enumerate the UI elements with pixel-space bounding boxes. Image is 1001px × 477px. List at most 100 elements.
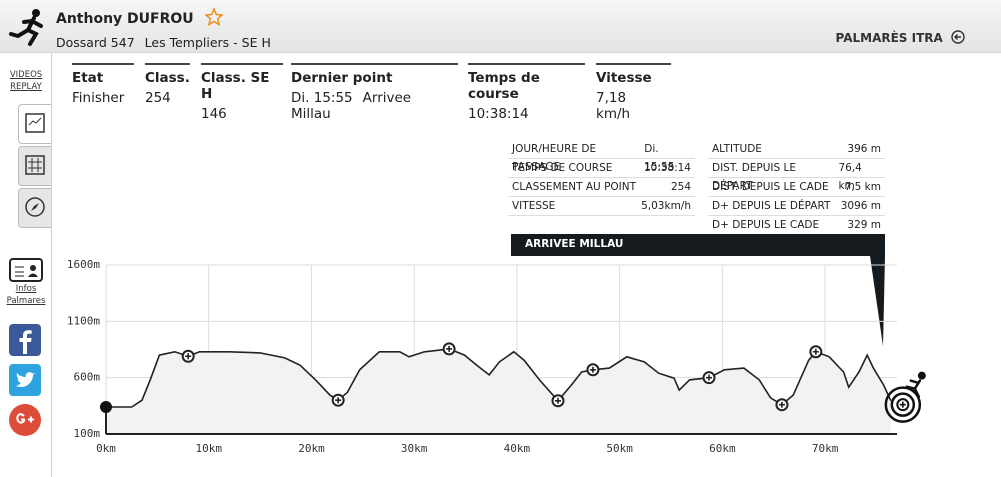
stat-label: Dernier point (291, 70, 393, 86)
start-marker (100, 400, 112, 413)
stat-label: Class. SE H (201, 70, 270, 102)
favorite-star[interactable] (203, 7, 224, 27)
tooltip-point-name: ARRIVEE MILLAU (511, 234, 885, 256)
stat-value-text: 7,18 km/h (596, 90, 631, 122)
tooltip-pointer (870, 256, 885, 346)
x-tick-label: 10km (195, 442, 222, 455)
stat-column: Class. SE H 146 (201, 63, 283, 122)
tab-map[interactable] (18, 188, 51, 228)
stat-label: Temps de course (468, 70, 540, 102)
tooltip-key: D+ DEPUIS LE CADE (712, 219, 820, 231)
stat-value: 7,18 km/h (596, 90, 671, 122)
checkpoint-cross (446, 345, 453, 352)
tooltip-value: 254 (670, 181, 691, 193)
tab-icon (25, 197, 45, 217)
tooltip-key: DIST. DEPUIS LE DÉPART (712, 162, 797, 192)
x-tick-label: 70km (812, 442, 839, 455)
checkpoint-cross (555, 397, 561, 404)
x-tick-label: 60km (709, 442, 736, 455)
tooltip-key: D+ DEPUIS LE DÉPART (712, 200, 831, 212)
tooltip-value: 396 m (847, 143, 881, 155)
bib: Dossard 547 (56, 35, 135, 50)
runner-icon (9, 9, 43, 46)
finish-ring (890, 392, 916, 417)
tooltip-value: 10:38:14 (643, 162, 691, 174)
x-tick-label: 50km (606, 442, 633, 455)
x-tick-label: 0km (96, 442, 116, 455)
x-tick-label: 40km (504, 442, 531, 455)
stat-label: Vitesse (596, 70, 652, 86)
x-tick-label: 30km (401, 442, 428, 455)
tooltip-row: CLASSEMENT AU POINT 254 (508, 178, 695, 197)
stat-value: 10:38:14 (468, 106, 585, 122)
stat-column: Dernier point Di. 15:55 Arrivee Millau (291, 63, 458, 122)
googleplus-button[interactable] (8, 403, 42, 437)
tooltip-key: CLASSEMENT AU POINT (512, 181, 637, 193)
y-tick-label: 600m (74, 371, 101, 384)
infos-icon[interactable] (9, 257, 43, 283)
y-tick-label: 1600m (67, 258, 100, 271)
infos-palmares-link[interactable]: Infos Palmares (6, 284, 46, 306)
tooltip-row: DIST. DEPUIS LE CADE 7,5 km (708, 178, 885, 197)
runner-head (917, 371, 926, 380)
stat-value: Finisher (72, 90, 134, 106)
stat-value-text: 10:38:14 (468, 106, 529, 122)
sidebar: VIDEOS REPLAY Infos Palmares (0, 53, 52, 477)
elevation-line (106, 348, 892, 408)
name-text: Anthony DUFROU (56, 11, 194, 27)
stat-label: Class. (145, 70, 190, 86)
runner-body (905, 379, 922, 398)
tooltip-value: Di. 15:55 (644, 143, 675, 173)
tab-profile[interactable] (18, 104, 51, 144)
checkpoint-cross (778, 401, 785, 408)
stat-value: Di. 15:55 Arrivee Millau (291, 90, 458, 122)
finish-marker (884, 386, 922, 423)
header: Anthony DUFROU Dossard 547 Les Templiers … (0, 0, 1001, 53)
y-tick-label: 1100m (67, 314, 100, 327)
checkpoint-cross (185, 353, 192, 360)
area-fill (106, 348, 891, 434)
tooltip-value: 7,5 km (844, 181, 881, 193)
palmares-link[interactable]: PALMARÈS ITRA (836, 30, 965, 45)
stat-value-text: 254 (145, 90, 171, 106)
tab-table[interactable] (18, 146, 51, 186)
tooltip-value: 329 m (847, 219, 881, 231)
tooltip-value: 5,03km/h (641, 200, 691, 212)
twitter-button[interactable] (9, 364, 43, 398)
palmares-text[interactable]: PALMARÈS ITRA (835, 31, 943, 45)
tab-icon (25, 155, 45, 175)
checkpoint-cross (706, 374, 713, 381)
tooltip-left: JOUR/HEURE DE PASSAGE Di. 15:55 TEMPS DE C… (508, 140, 695, 216)
stat-column: Class. 254 (145, 63, 190, 106)
tooltip-key: VITESSE (512, 200, 556, 212)
tooltip-row: DIST. DEPUIS LE DÉPART 76,4 km (708, 159, 885, 192)
checkpoint-cross (335, 397, 342, 404)
tooltip-row: D+ DEPUIS LE DÉPART 3096 m (708, 197, 885, 216)
tooltip-row: JOUR/HEURE DE PASSAGE Di. 15:55 (508, 140, 695, 173)
tooltip-row: D+ DEPUIS LE CADE 329 m (708, 216, 885, 235)
stat-value: 254 (145, 90, 190, 106)
tooltip-key: DIST. DEPUIS LE CADE (712, 181, 829, 193)
checkpoint-cross (812, 348, 819, 355)
stat-column: Etat Finisher (72, 63, 134, 106)
tooltip-key: JOUR/HEURE DE PASSAGE (512, 143, 597, 173)
runner-name: Anthony DUFROU (56, 7, 224, 27)
back-icon[interactable] (951, 30, 965, 44)
tooltip-value: 76,4 km (838, 162, 862, 192)
race: Les Templiers - SE H (144, 35, 271, 50)
stat-column: Vitesse 7,18 km/h (596, 63, 671, 122)
tooltip-key: TEMPS DE COURSE (512, 162, 613, 174)
stat-value-text: Finisher (72, 90, 125, 106)
stat-value-text: 146 (201, 106, 227, 122)
facebook-button[interactable] (9, 324, 43, 358)
stat-column: Temps de course 10:38:14 (468, 63, 585, 122)
videos-replay-link[interactable]: VIDEOS REPLAY (9, 70, 43, 92)
tab-icon (25, 113, 45, 133)
x-tick-label: 20km (298, 442, 325, 455)
finish-cross (899, 401, 906, 408)
tooltip-value: 3096 m (840, 200, 881, 212)
tooltip-row: ALTITUDE 396 m (708, 140, 885, 159)
